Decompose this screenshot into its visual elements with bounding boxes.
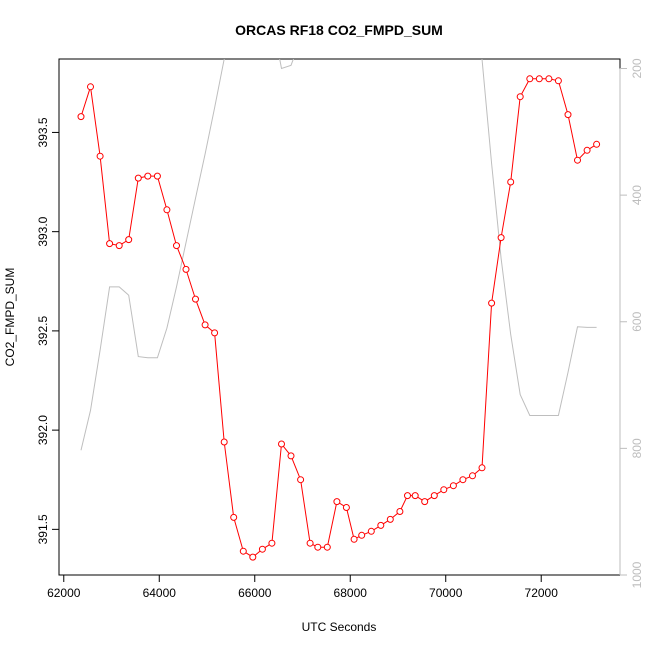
data-point xyxy=(115,242,123,250)
data-point xyxy=(564,111,572,119)
y2-axis: 200 400 600 800 1000 xyxy=(619,58,644,588)
data-point xyxy=(306,539,314,547)
data-point xyxy=(593,140,601,148)
plot-frame xyxy=(58,58,621,576)
data-point xyxy=(342,504,350,511)
x-axis-label: UTC Seconds xyxy=(302,620,377,634)
secondary-line xyxy=(80,59,597,451)
data-point xyxy=(358,531,366,539)
data-point xyxy=(396,508,404,515)
data-point xyxy=(554,77,562,85)
data-point xyxy=(163,206,171,214)
x-tick-label: 66000 xyxy=(238,586,272,600)
data-point xyxy=(239,547,247,555)
data-point xyxy=(497,234,505,242)
data-point xyxy=(201,321,209,329)
data-point xyxy=(507,178,515,186)
data-point xyxy=(459,476,467,484)
y-tick-label: 391.5 xyxy=(36,514,50,544)
data-point xyxy=(134,174,142,182)
data-point xyxy=(297,476,305,484)
x-tick-label: 72000 xyxy=(525,586,559,600)
data-point xyxy=(287,452,295,460)
data-point xyxy=(440,486,448,494)
y-tick-label: 393.0 xyxy=(36,216,50,246)
data-point xyxy=(106,240,114,248)
data-point xyxy=(488,299,496,307)
data-point xyxy=(574,156,581,164)
y-axis-label: CO2_FMPD_SUM xyxy=(3,268,17,367)
data-point xyxy=(173,242,180,250)
data-point xyxy=(258,545,266,553)
data-point xyxy=(367,527,375,535)
y2-tick-label: 200 xyxy=(630,58,644,78)
y2-tick-label: 400 xyxy=(630,185,644,205)
data-point xyxy=(535,75,543,83)
data-point xyxy=(421,498,429,506)
co2-series xyxy=(77,75,601,561)
secondary-series xyxy=(80,59,597,451)
y2-tick-label: 600 xyxy=(630,311,644,331)
data-point xyxy=(144,172,152,180)
data-point xyxy=(478,464,486,472)
data-point xyxy=(449,482,457,490)
data-point xyxy=(268,539,276,547)
data-point xyxy=(230,513,238,521)
x-tick-label: 70000 xyxy=(429,586,463,600)
data-point xyxy=(333,498,341,506)
data-point xyxy=(192,295,199,303)
y2-tick-label: 1000 xyxy=(630,561,644,588)
data-point xyxy=(249,553,257,561)
data-point xyxy=(526,75,534,83)
data-point xyxy=(323,543,331,551)
x-tick-label: 64000 xyxy=(143,586,177,600)
data-point xyxy=(77,113,85,121)
data-point xyxy=(583,146,591,154)
y-tick-label: 392.0 xyxy=(36,415,50,445)
data-point xyxy=(516,93,524,101)
data-point xyxy=(182,265,190,273)
data-point xyxy=(314,543,322,551)
data-point xyxy=(545,75,553,83)
y2-tick-label: 800 xyxy=(630,438,644,458)
data-point xyxy=(96,152,104,160)
chart-title: ORCAS RF18 CO2_FMPD_SUM xyxy=(235,22,443,38)
data-point xyxy=(377,521,385,529)
y-tick-label: 392.5 xyxy=(36,316,50,346)
x-axis: 62000 64000 66000 68000 70000 72000 xyxy=(47,574,559,600)
data-point xyxy=(220,438,228,446)
data-point xyxy=(430,492,438,500)
data-point xyxy=(350,535,358,543)
data-point xyxy=(278,440,285,448)
data-point xyxy=(411,492,419,500)
series-line xyxy=(80,78,597,558)
y-axis: 391.5 392.0 392.5 393.0 393.5 xyxy=(36,117,60,544)
data-point xyxy=(404,492,411,500)
data-point xyxy=(87,83,94,91)
x-tick-label: 62000 xyxy=(47,586,81,600)
x-tick-label: 68000 xyxy=(334,586,368,600)
data-point xyxy=(153,172,161,180)
data-point xyxy=(211,329,219,337)
y-tick-label: 393.5 xyxy=(36,117,50,147)
data-point xyxy=(386,515,394,523)
data-point xyxy=(469,472,476,480)
data-point xyxy=(125,236,133,244)
